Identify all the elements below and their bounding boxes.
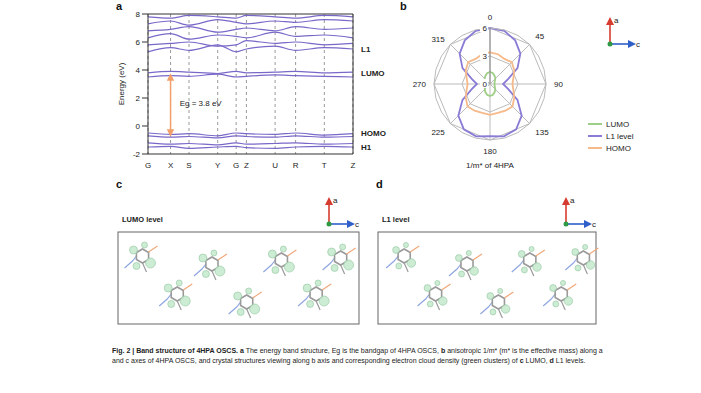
html-text:d: d [376,178,383,190]
svg-text:a: a [614,16,619,25]
svg-text:LUMO: LUMO [361,69,385,78]
svg-text:315: 315 [431,35,445,44]
svg-text:270: 270 [413,80,427,89]
svg-text:Eg = 3.8 eV: Eg = 3.8 eV [180,99,223,108]
svg-text:a: a [570,196,575,205]
svg-text:0: 0 [483,80,488,89]
html-text:HOMO: HOMO [606,143,631,153]
svg-text:8: 8 [136,10,141,19]
svg-text:L1 level: L1 level [382,215,410,224]
svg-text:4: 4 [136,66,141,75]
svg-text:c: c [355,220,359,229]
svg-text:R: R [293,161,299,170]
svg-text:45: 45 [535,32,544,41]
svg-text:G: G [233,161,239,170]
html-text:a: a [116,0,123,12]
svg-text:Energy (eV): Energy (eV) [117,62,126,105]
html-text:L1 level: L1 level [606,131,634,141]
svg-text:6: 6 [136,38,141,47]
svg-text:Z: Z [351,161,356,170]
svg-text:90: 90 [554,80,563,89]
svg-text:c: c [592,220,596,229]
svg-text:180: 180 [483,147,497,156]
svg-text:G: G [145,161,151,170]
svg-text:6: 6 [483,24,488,33]
svg-text:S: S [186,161,191,170]
svg-text:c: c [636,40,640,49]
svg-text:H1: H1 [361,143,372,152]
svg-text:HOMO: HOMO [361,129,386,138]
html-text:1/m* of 4HPA: 1/m* of 4HPA [466,161,514,170]
svg-text:0: 0 [488,13,493,22]
svg-text:Z: Z [244,161,249,170]
svg-text:0: 0 [136,122,141,131]
html-text:Fig. 2 | Band structure of 4HP: Fig. 2 | Band structure of 4HPA OSCS. a … [112,347,605,364]
svg-text:Y: Y [215,161,221,170]
html-text:b: b [400,0,407,12]
svg-text:225: 225 [431,128,445,137]
svg-text:L1: L1 [361,45,371,54]
html-text:LUMO: LUMO [606,119,630,129]
svg-text:U: U [272,161,278,170]
html-text:c: c [116,178,123,190]
svg-text:T: T [322,161,327,170]
svg-text:3: 3 [483,52,488,61]
svg-text:2: 2 [136,94,141,103]
svg-text:135: 135 [535,128,549,137]
svg-text:a: a [333,196,338,205]
svg-text:LUMO level: LUMO level [122,215,163,224]
svg-text:-2: -2 [133,150,141,159]
svg-text:X: X [168,161,174,170]
